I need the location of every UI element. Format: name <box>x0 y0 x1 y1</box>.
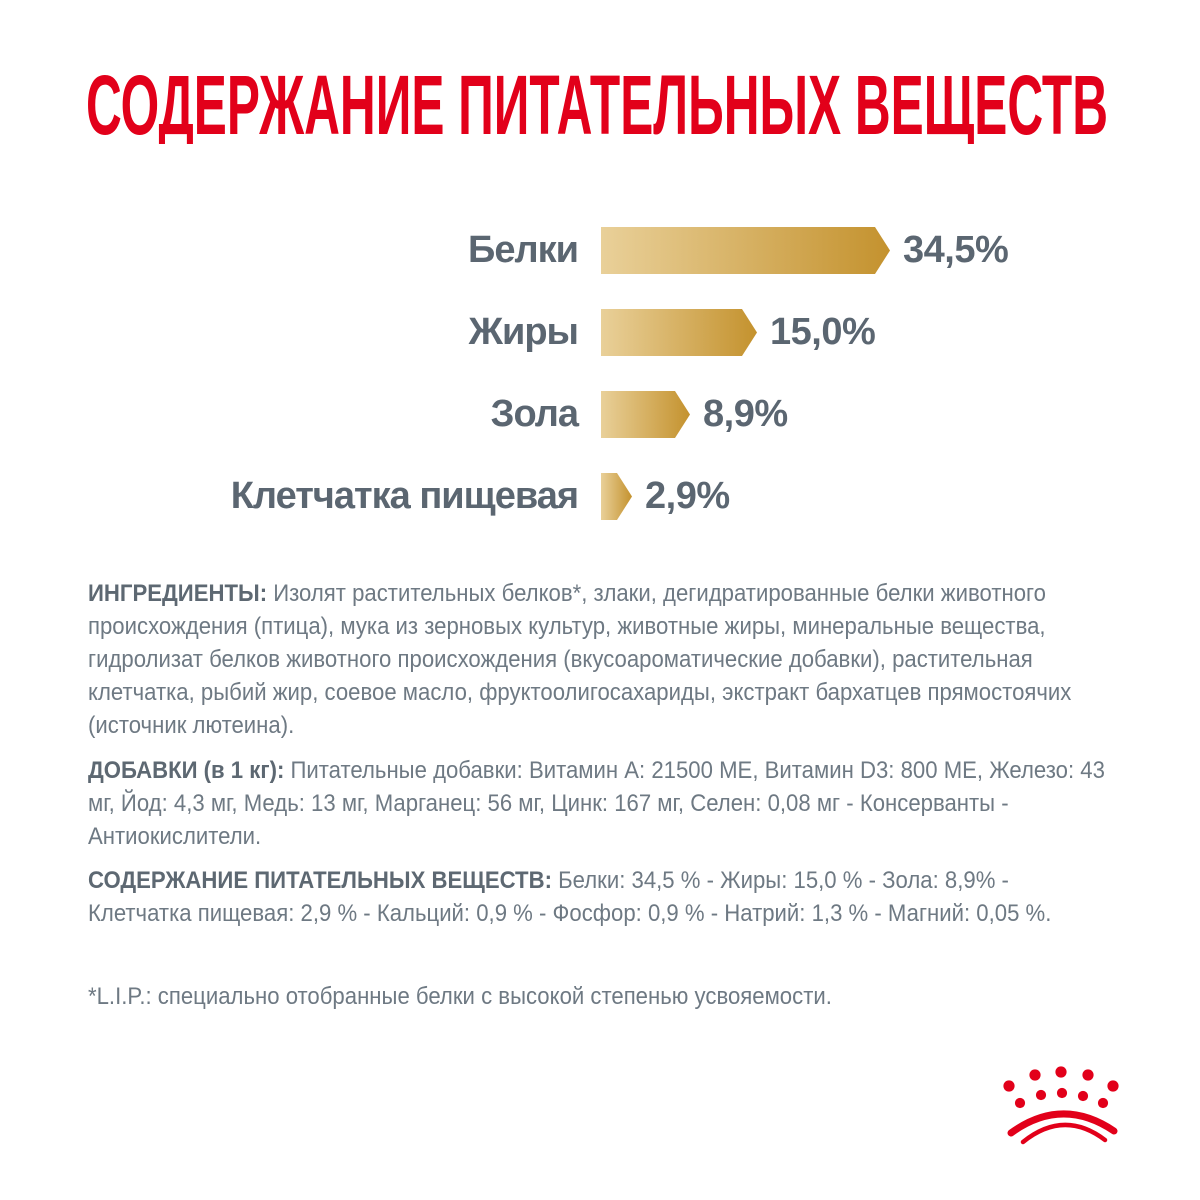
additives-text: Питательные добавки: Витамин А: 21500 МЕ… <box>88 757 1105 850</box>
analysis-paragraph: СОДЕРЖАНИЕ ПИТАТЕЛЬНЫХ ВЕЩЕСТВ: Белки: 3… <box>88 864 1119 930</box>
bar <box>601 473 632 520</box>
lip-text: *L.I.P.: специально отобранные белки с в… <box>88 983 832 1010</box>
page-title: СОДЕРЖАНИЕ ПИТАТЕЛЬНЫХ ВЕЩЕСТВ <box>86 68 1108 144</box>
bar-chart: Белки 34,5% Жиры 15,0% Зола 8,9% Клетчатка пищ… <box>0 227 1200 555</box>
page-title-wrap: СОДЕРЖАНИЕ ПИТАТЕЛЬНЫХ ВЕЩЕСТВ <box>86 68 1108 144</box>
bar-value: 2,9% <box>645 475 730 517</box>
ingredients-text: Изолят растительных белков*, злаки, деги… <box>88 580 1072 739</box>
chart-row: Зола 8,9% <box>0 391 1200 438</box>
bar <box>601 309 757 356</box>
bar-value: 34,5% <box>903 229 1009 271</box>
additives-paragraph: ДОБАВКИ (в 1 кг): Питательные добавки: В… <box>88 754 1119 853</box>
bar-label: Клетчатка пищевая <box>230 475 579 517</box>
chart-row: Жиры 15,0% <box>0 309 1200 356</box>
royal-canin-crown-icon <box>1003 1066 1119 1145</box>
additives-heading: ДОБАВКИ (в 1 кг): <box>88 757 285 784</box>
ingredients-heading: ИНГРЕДИЕНТЫ: <box>88 580 268 607</box>
analysis-text: Белки: 34,5 % - Жиры: 15,0 % - Зола: 8,9… <box>88 867 1052 927</box>
bar-label: Зола <box>490 393 579 435</box>
bar-label: Жиры <box>468 311 579 353</box>
chart-row: Клетчатка пищевая 2,9% <box>0 473 1200 520</box>
ingredients-paragraph: ИНГРЕДИЕНТЫ: Изолят растительных белков*… <box>88 577 1119 742</box>
analysis-heading: СОДЕРЖАНИЕ ПИТАТЕЛЬНЫХ ВЕЩЕСТВ: <box>88 867 552 894</box>
bar <box>601 391 690 438</box>
bar <box>601 227 890 274</box>
lip-footnote: *L.I.P.: специально отобранные белки с в… <box>88 980 1119 1013</box>
bar-value: 8,9% <box>703 393 788 435</box>
bar-label: Белки <box>468 229 579 271</box>
chart-row: Белки 34,5% <box>0 227 1200 274</box>
bar-value: 15,0% <box>770 311 876 353</box>
